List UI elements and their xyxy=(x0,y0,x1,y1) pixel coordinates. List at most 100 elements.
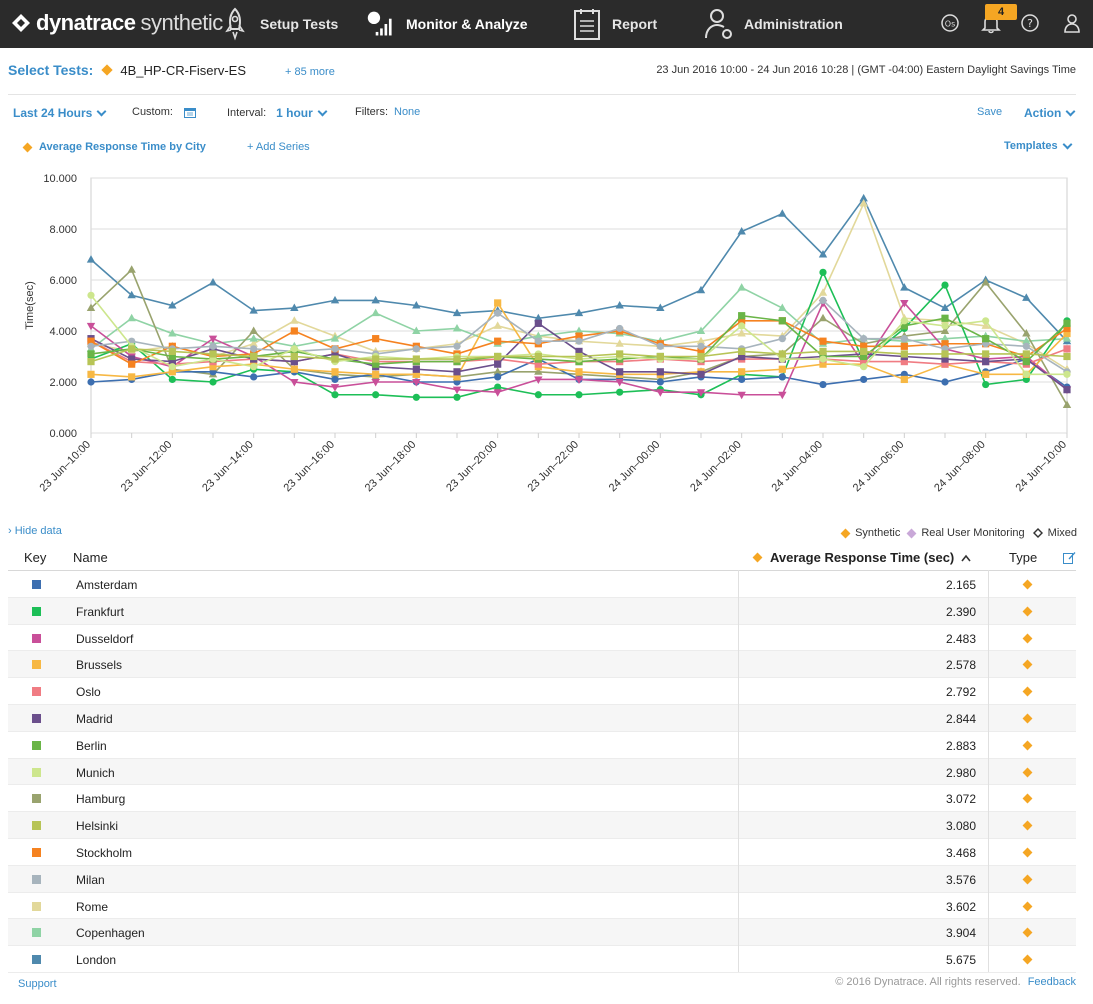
selected-test-name[interactable]: 4B_HP-CR-Fiserv-ES xyxy=(120,62,247,78)
x-tick-label: 23 Jun–14:00 xyxy=(200,439,256,495)
feedback-link[interactable]: Feedback xyxy=(1027,976,1076,988)
data-point-london xyxy=(86,255,96,263)
data-point-helsinki xyxy=(575,352,583,361)
synthetic-diamond-icon xyxy=(1022,901,1033,912)
data-point-helsinki xyxy=(494,352,502,361)
response-time-chart[interactable]: 0.000 2.000 4.000 6.000 8.000 10.000 Time(sec)… xyxy=(0,160,1093,510)
data-point-helsinki xyxy=(697,352,705,361)
notification-badge[interactable]: 4 xyxy=(985,4,1017,20)
nav-report[interactable]: Report xyxy=(572,0,657,48)
table-row[interactable]: Brussels 2.578 xyxy=(8,651,1076,679)
table-row[interactable]: Frankfurt 2.390 xyxy=(8,597,1076,625)
header-name[interactable]: Name xyxy=(73,550,108,565)
data-point-milan xyxy=(87,342,95,350)
filters-value-link[interactable]: None xyxy=(394,106,421,118)
data-point-dusseldorf xyxy=(208,335,218,344)
interval-label: Interval: xyxy=(227,107,267,119)
user-icon[interactable] xyxy=(1061,12,1083,34)
table-row[interactable]: Dusseldorf 2.483 xyxy=(8,625,1076,652)
data-point-helsinki xyxy=(372,355,380,363)
data-point-oslo xyxy=(1063,345,1071,353)
header-metric[interactable]: Average Response Time (sec) xyxy=(752,550,971,565)
data-point-rome xyxy=(981,321,990,329)
time-range-dropdown[interactable]: Last 24 Hours xyxy=(13,106,107,120)
data-point-milan xyxy=(616,324,624,333)
add-series-button[interactable]: + Add Series xyxy=(247,141,310,153)
x-tick-label: 23 Jun–18:00 xyxy=(363,439,419,495)
data-point-copenhagen xyxy=(371,308,380,317)
column-settings-icon[interactable] xyxy=(1063,551,1076,564)
data-point-london xyxy=(818,250,828,258)
data-point-madrid xyxy=(616,368,624,376)
data-point-madrid xyxy=(412,365,420,373)
data-point-amsterdam xyxy=(860,375,868,384)
nav-monitor-analyze[interactable]: Monitor & Analyze xyxy=(366,0,528,48)
data-point-brussels xyxy=(778,365,786,373)
series-color-key xyxy=(32,606,41,616)
interval-dropdown[interactable]: 1 hour xyxy=(276,106,313,120)
sort-ascending-icon[interactable] xyxy=(961,554,971,562)
data-point-stockholm xyxy=(738,317,746,325)
synthetic-diamond-icon xyxy=(1022,740,1033,751)
series-chip[interactable]: Average Response Time by City xyxy=(22,141,206,153)
data-point-copenhagen xyxy=(1062,334,1072,342)
table-row[interactable]: Copenhagen 3.904 xyxy=(8,919,1076,947)
help-icon[interactable]: ? xyxy=(1019,12,1041,34)
hide-data-link[interactable]: › Hide data xyxy=(8,525,62,537)
data-point-dusseldorf xyxy=(778,391,787,400)
select-tests-label[interactable]: Select Tests: xyxy=(8,62,94,78)
table-row[interactable]: Madrid 2.844 xyxy=(8,704,1076,732)
data-point-munich xyxy=(1022,370,1030,378)
data-point-hamburg xyxy=(1022,329,1031,337)
data-point-copenhagen xyxy=(940,334,950,342)
data-point-copenhagen xyxy=(737,283,746,291)
avg-response-time: 2.844 xyxy=(945,711,976,726)
data-point-frankfurt xyxy=(941,281,949,289)
data-point-copenhagen xyxy=(168,329,177,337)
save-button[interactable]: Save xyxy=(977,106,1003,118)
table-row[interactable]: Oslo 2.792 xyxy=(8,678,1076,705)
series-color-key xyxy=(32,633,41,643)
more-tests-link[interactable]: + 85 more xyxy=(285,66,335,78)
table-row[interactable]: Rome 3.602 xyxy=(8,893,1076,920)
dynatrace-logo[interactable]: dynatrace synthetic xyxy=(8,9,223,37)
data-point-london xyxy=(696,285,706,294)
table-row[interactable]: Stockholm 3.468 xyxy=(8,839,1076,866)
data-point-oslo xyxy=(900,358,908,366)
data-point-brussels xyxy=(453,373,461,381)
data-point-london xyxy=(737,227,746,235)
support-link[interactable]: Support xyxy=(18,978,57,990)
data-point-madrid xyxy=(453,368,461,376)
table-row[interactable]: Helsinki 3.080 xyxy=(8,812,1076,839)
data-point-helsinki xyxy=(738,347,746,355)
data-point-stockholm xyxy=(372,335,380,343)
data-point-milan xyxy=(1022,342,1030,350)
rum-diamond-icon xyxy=(906,528,917,538)
nav-setup-tests[interactable]: Setup Tests xyxy=(220,0,338,48)
table-row[interactable]: Hamburg 3.072 xyxy=(8,785,1076,813)
templates-label: Templates xyxy=(1004,140,1058,152)
avg-response-time: 3.576 xyxy=(945,872,976,887)
data-point-hamburg xyxy=(940,326,950,334)
series-color-key xyxy=(32,821,41,831)
action-dropdown[interactable]: Action xyxy=(1024,106,1076,120)
data-point-frankfurt xyxy=(331,391,339,399)
table-row[interactable]: Milan 3.576 xyxy=(8,865,1076,893)
table-row[interactable]: Berlin 2.883 xyxy=(8,732,1076,759)
calendar-icon[interactable] xyxy=(183,107,196,118)
legend-synthetic: Synthetic xyxy=(840,527,900,539)
data-point-berlin xyxy=(900,322,908,330)
header-key: Key xyxy=(24,550,47,565)
nav-administration[interactable]: Administration xyxy=(704,0,843,48)
data-point-helsinki xyxy=(860,347,868,355)
table-row[interactable]: Munich 2.980 xyxy=(8,758,1076,786)
data-point-dusseldorf xyxy=(696,389,706,397)
table-row[interactable]: Amsterdam 2.165 xyxy=(8,571,1076,598)
y-tick-label: 8.000 xyxy=(49,224,77,236)
templates-dropdown[interactable]: Templates xyxy=(1004,139,1073,152)
table-row[interactable]: London 5.675 xyxy=(8,946,1076,973)
dynatrace-user-icon[interactable]: Os xyxy=(939,12,961,34)
data-point-amsterdam xyxy=(331,375,339,384)
avg-response-time: 2.483 xyxy=(945,631,976,646)
data-point-london xyxy=(290,303,299,312)
